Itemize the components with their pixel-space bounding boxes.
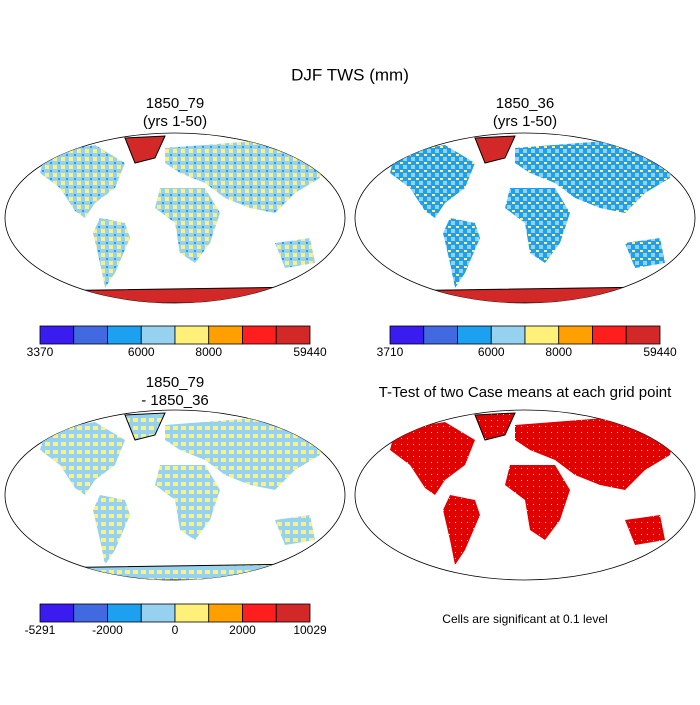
colorbar-label: 59440 xyxy=(643,345,677,359)
colorbar-label: 59440 xyxy=(293,345,327,359)
colorbar-label: 6000 xyxy=(478,345,505,359)
panel-title: T-Test of two Case means at each grid po… xyxy=(379,384,672,401)
colorbar-box xyxy=(39,325,75,345)
colorbar-label: 8000 xyxy=(545,345,572,359)
colorbar-label: -2000 xyxy=(92,623,123,637)
map-3 xyxy=(4,409,346,581)
panel-title: 1850_79 xyxy=(146,374,204,391)
colorbar-box xyxy=(275,325,311,345)
colorbar-box xyxy=(275,603,311,623)
colorbar-box xyxy=(242,603,277,623)
colorbar-label: 2000 xyxy=(229,623,256,637)
colorbar-box xyxy=(107,603,142,623)
map-2 xyxy=(354,132,696,304)
colorbar-box xyxy=(558,325,593,345)
colorbar-box xyxy=(208,603,243,623)
panel-title: (yrs 1-50) xyxy=(493,113,557,130)
panel-title: 1850_36 xyxy=(496,95,554,112)
colorbar-box xyxy=(457,325,492,345)
colorbar-label: 6000 xyxy=(128,345,155,359)
colorbar-box xyxy=(524,325,560,345)
colorbar-label: 8000 xyxy=(195,345,222,359)
colorbar-label: -5291 xyxy=(25,623,56,637)
colorbar-box xyxy=(73,325,108,345)
colorbar-box xyxy=(208,325,243,345)
colorbar-label: 3710 xyxy=(377,345,404,359)
colorbar-box xyxy=(140,325,176,345)
map-4 xyxy=(354,409,696,581)
panel-title: (yrs 1-50) xyxy=(143,113,207,130)
figure-title: DJF TWS (mm) xyxy=(291,65,409,84)
colorbar-box xyxy=(490,325,526,345)
colorbar-box xyxy=(242,325,277,345)
colorbar-box xyxy=(592,325,627,345)
colorbar-box xyxy=(174,325,210,345)
colorbar-label: 3370 xyxy=(27,345,54,359)
colorbar-box xyxy=(423,325,458,345)
colorbar-label: 0 xyxy=(172,623,179,637)
colorbar-box xyxy=(625,325,661,345)
colorbar-box xyxy=(39,603,75,623)
panel-title: - 1850_36 xyxy=(141,392,209,409)
colorbar-box xyxy=(140,603,176,623)
colorbar-box xyxy=(389,325,425,345)
panel-title: 1850_79 xyxy=(146,95,204,112)
colorbar-box xyxy=(107,325,142,345)
panels: 1850_79(yrs 1-50)3370 6000 8000 594401850_3… xyxy=(25,95,677,637)
colorbar-box xyxy=(174,603,210,623)
panel-note: Cells are significant at 0.1 level xyxy=(442,612,607,626)
colorbar-box xyxy=(73,603,108,623)
colorbar-label: 10029 xyxy=(293,623,327,637)
map-1 xyxy=(4,132,346,304)
